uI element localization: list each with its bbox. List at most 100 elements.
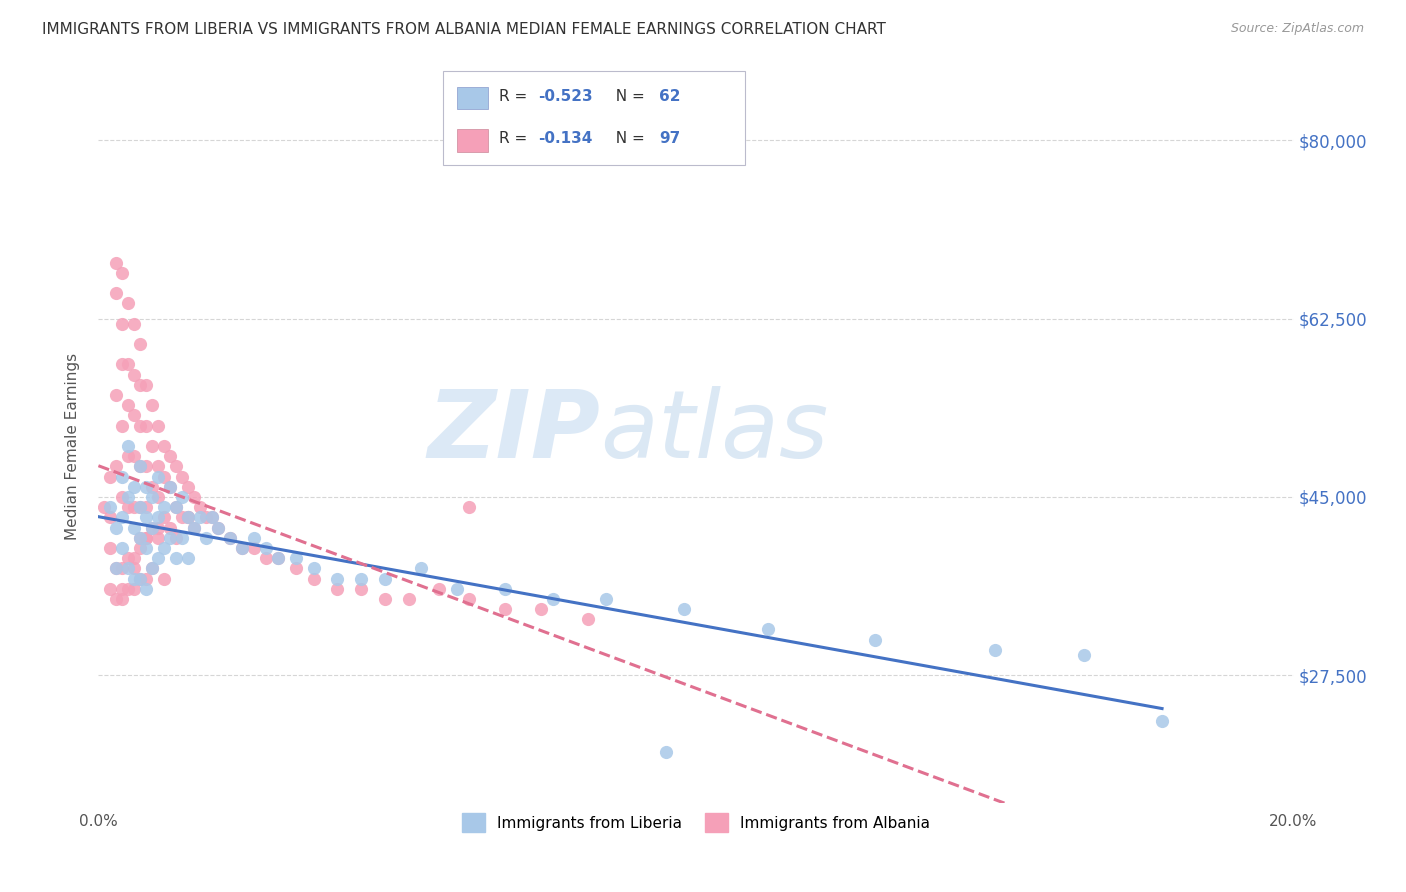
Point bbox=[105, 286, 128, 301]
Text: IMMIGRANTS FROM LIBERIA VS IMMIGRANTS FROM ALBANIA MEDIAN FEMALE EARNINGS CORREL: IMMIGRANTS FROM LIBERIA VS IMMIGRANTS FR… bbox=[42, 22, 886, 37]
Point bbox=[267, 551, 290, 566]
Point bbox=[177, 510, 200, 524]
Point bbox=[284, 551, 307, 566]
Point bbox=[159, 480, 181, 494]
Point bbox=[129, 500, 152, 515]
Point bbox=[93, 500, 115, 515]
Point bbox=[141, 439, 163, 453]
Point bbox=[374, 572, 396, 586]
Point bbox=[865, 632, 887, 647]
Point bbox=[98, 541, 122, 555]
Point bbox=[267, 551, 290, 566]
Point bbox=[159, 480, 181, 494]
Point bbox=[111, 418, 134, 433]
Text: 62: 62 bbox=[659, 89, 681, 103]
Point bbox=[117, 561, 139, 575]
Point bbox=[111, 358, 134, 372]
Text: Source: ZipAtlas.com: Source: ZipAtlas.com bbox=[1230, 22, 1364, 36]
Point bbox=[1152, 714, 1174, 729]
Point bbox=[350, 572, 373, 586]
Point bbox=[98, 510, 122, 524]
Point bbox=[756, 623, 779, 637]
Point bbox=[129, 531, 152, 545]
Point bbox=[254, 541, 277, 555]
Point bbox=[129, 531, 152, 545]
Point bbox=[135, 510, 157, 524]
Point bbox=[302, 561, 325, 575]
Point bbox=[111, 541, 134, 555]
Point bbox=[98, 500, 122, 515]
Point bbox=[201, 510, 224, 524]
Point bbox=[494, 582, 516, 596]
Point bbox=[141, 480, 163, 494]
Point bbox=[177, 510, 200, 524]
Point bbox=[153, 510, 176, 524]
Point bbox=[117, 449, 139, 463]
Point bbox=[411, 561, 433, 575]
Point bbox=[172, 531, 194, 545]
Point bbox=[326, 572, 349, 586]
Point bbox=[159, 520, 181, 534]
Point bbox=[284, 561, 307, 575]
Point bbox=[243, 531, 266, 545]
Point bbox=[984, 643, 1007, 657]
Legend: Immigrants from Liberia, Immigrants from Albania: Immigrants from Liberia, Immigrants from… bbox=[456, 807, 936, 838]
Point bbox=[141, 520, 163, 534]
Point bbox=[195, 510, 218, 524]
Point bbox=[135, 418, 157, 433]
Point bbox=[254, 551, 277, 566]
Text: -0.134: -0.134 bbox=[538, 131, 593, 145]
Point bbox=[159, 449, 181, 463]
Point bbox=[177, 510, 200, 524]
Point bbox=[135, 377, 157, 392]
Point bbox=[105, 561, 128, 575]
Point bbox=[530, 602, 553, 616]
Point bbox=[141, 490, 163, 504]
Text: N =: N = bbox=[606, 89, 650, 103]
Point bbox=[135, 531, 157, 545]
Point bbox=[159, 531, 181, 545]
Point bbox=[302, 572, 325, 586]
Point bbox=[219, 531, 242, 545]
Point bbox=[219, 531, 242, 545]
Text: -0.523: -0.523 bbox=[538, 89, 593, 103]
Point bbox=[148, 520, 170, 534]
Point bbox=[153, 439, 176, 453]
Point bbox=[326, 582, 349, 596]
Point bbox=[165, 500, 187, 515]
Point bbox=[129, 418, 152, 433]
Point bbox=[673, 602, 696, 616]
Point bbox=[183, 520, 205, 534]
Point bbox=[124, 551, 146, 566]
Text: R =: R = bbox=[499, 131, 533, 145]
Point bbox=[148, 418, 170, 433]
Point bbox=[153, 541, 176, 555]
Point bbox=[165, 500, 187, 515]
Point bbox=[578, 612, 600, 626]
Point bbox=[124, 572, 146, 586]
Point bbox=[135, 572, 157, 586]
Point bbox=[135, 531, 157, 545]
Point bbox=[494, 602, 516, 616]
Point bbox=[105, 459, 128, 474]
Point bbox=[231, 541, 253, 555]
Point bbox=[129, 459, 152, 474]
Point bbox=[124, 500, 146, 515]
Point bbox=[350, 582, 373, 596]
Text: R =: R = bbox=[499, 89, 533, 103]
Point bbox=[124, 317, 146, 331]
Point bbox=[183, 520, 205, 534]
Point bbox=[111, 490, 134, 504]
Point bbox=[135, 459, 157, 474]
Point bbox=[129, 377, 152, 392]
Point bbox=[458, 500, 481, 515]
Point bbox=[117, 358, 139, 372]
Point bbox=[111, 317, 134, 331]
Point bbox=[124, 480, 146, 494]
Point bbox=[129, 572, 152, 586]
Point bbox=[148, 469, 170, 483]
Point bbox=[148, 551, 170, 566]
Point bbox=[111, 591, 134, 606]
Point bbox=[124, 582, 146, 596]
Point bbox=[446, 582, 468, 596]
